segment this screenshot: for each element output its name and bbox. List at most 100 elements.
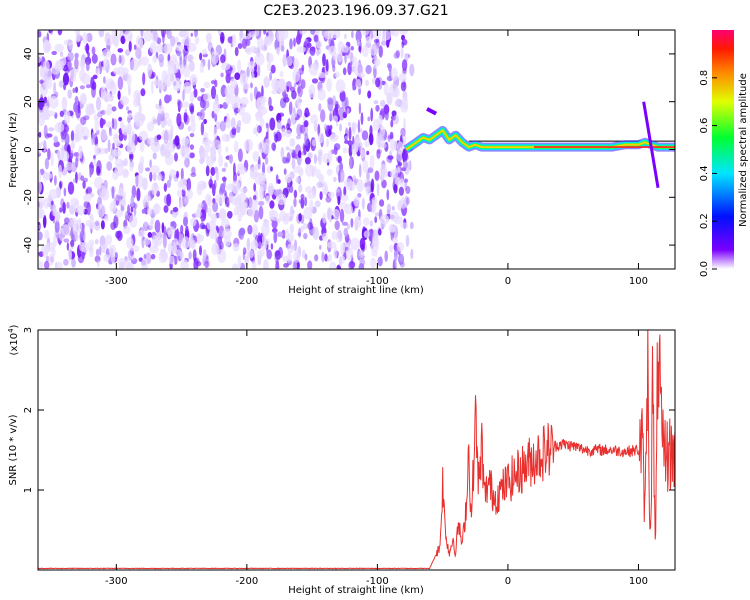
noise-blob — [297, 232, 301, 237]
noise-haze — [104, 93, 110, 103]
noise-blob — [288, 101, 293, 115]
noise-blob — [373, 100, 379, 105]
noise-haze — [175, 44, 184, 52]
noise-blob — [129, 197, 133, 205]
noise-haze — [79, 93, 87, 105]
noise-haze — [184, 196, 189, 205]
noise-blob — [54, 220, 60, 233]
noise-haze — [276, 193, 287, 205]
noise-haze — [237, 255, 242, 269]
noise-haze — [315, 168, 321, 179]
noise-haze — [263, 238, 270, 245]
noise-haze — [267, 61, 272, 72]
noise-blob — [360, 112, 364, 125]
noise-haze — [154, 203, 159, 215]
noise-blob — [256, 125, 262, 134]
noise-blob — [378, 45, 383, 58]
noise-blob — [367, 90, 372, 99]
colorbar: 0.0 0.2 0.4 0.6 0.8 Normalized spectral ampl… — [699, 30, 749, 277]
noise-haze — [372, 238, 380, 247]
noise-blob — [189, 152, 195, 159]
noise-blob — [281, 229, 286, 239]
noise-blob — [295, 34, 302, 45]
noise-haze — [353, 196, 360, 207]
noise-haze — [182, 101, 189, 108]
noise-blob — [333, 176, 337, 182]
noise-blob — [190, 32, 193, 37]
noise-haze — [146, 121, 155, 132]
noise-blob — [252, 127, 257, 135]
snr-multiplier: (x104) — [7, 324, 20, 355]
noise-haze — [394, 177, 401, 186]
noise-blob — [270, 243, 274, 250]
noise-blob — [221, 167, 227, 172]
noise-blob — [91, 53, 98, 64]
noise-blob — [51, 50, 57, 56]
noise-haze — [329, 133, 339, 142]
snr-panel: -300 -200 -100 0 100 1 2 3 Height of straight … — [7, 324, 676, 596]
noise-haze — [43, 197, 50, 209]
noise-blob — [298, 183, 303, 193]
noise-blob — [161, 222, 165, 234]
noise-blob — [187, 125, 192, 132]
noise-blob — [283, 263, 289, 268]
noise-blob — [289, 223, 295, 234]
noise-blob — [183, 114, 190, 125]
noise-blob — [93, 132, 98, 146]
noise-blob — [194, 31, 197, 38]
noise-haze — [109, 201, 117, 213]
noise-blob — [268, 96, 272, 108]
noise-blob — [177, 99, 181, 106]
noise-blob — [55, 233, 60, 239]
noise-blob — [150, 253, 156, 260]
noise-blob — [94, 238, 99, 245]
noise-blob — [106, 161, 113, 171]
noise-haze — [396, 241, 405, 252]
noise-haze — [287, 232, 295, 243]
noise-haze — [252, 224, 259, 236]
noise-blob — [176, 228, 180, 242]
noise-haze — [331, 30, 341, 39]
noise-haze — [221, 133, 232, 142]
noise-blob — [67, 181, 75, 195]
noise-blob — [285, 146, 290, 151]
noise-blob — [319, 191, 323, 201]
noise-haze — [85, 108, 96, 115]
noise-haze — [114, 158, 124, 167]
noise-haze — [379, 125, 386, 137]
noise-blob — [358, 102, 362, 115]
noise-blob — [227, 210, 233, 219]
noise-haze — [315, 30, 320, 35]
noise-blob — [357, 119, 361, 134]
noise-haze — [143, 194, 151, 202]
noise-blob — [159, 58, 164, 68]
noise-haze — [38, 180, 42, 194]
noise-haze — [263, 75, 270, 89]
noise-haze — [312, 60, 320, 71]
noise-blob — [390, 119, 394, 128]
noise-haze — [152, 55, 158, 63]
noise-blob — [176, 142, 181, 150]
noise-blob — [289, 137, 296, 147]
noise-haze — [335, 230, 343, 243]
noise-blob — [403, 117, 406, 131]
noise-blob — [202, 249, 207, 260]
noise-blob — [241, 38, 248, 49]
noise-blob — [112, 142, 115, 150]
snr-series-line — [38, 330, 675, 570]
noise-haze — [221, 218, 230, 228]
noise-blob — [140, 30, 144, 38]
noise-blob — [300, 193, 305, 200]
noise-haze — [369, 154, 375, 169]
noise-blob — [288, 148, 294, 154]
noise-haze — [379, 214, 390, 225]
y-tick-label: 0 — [23, 146, 34, 152]
noise-haze — [290, 112, 296, 126]
noise-haze — [150, 165, 160, 175]
noise-blob — [163, 182, 168, 192]
x-tick-label: -100 — [366, 576, 389, 587]
noise-haze — [389, 211, 400, 222]
noise-haze — [92, 158, 97, 167]
noise-haze — [246, 249, 254, 259]
noise-haze — [332, 52, 338, 61]
